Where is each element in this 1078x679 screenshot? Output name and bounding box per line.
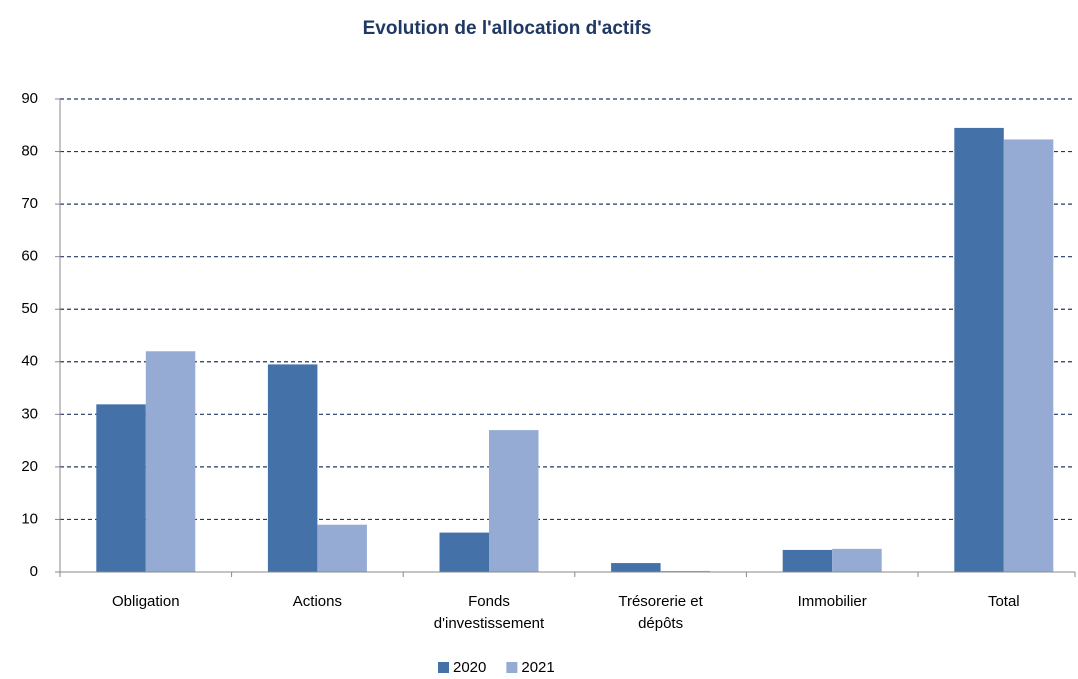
legend-swatch	[438, 662, 449, 673]
x-tick-label: Obligation	[112, 593, 180, 610]
y-tick-label: 70	[21, 195, 38, 212]
bar	[832, 548, 882, 572]
bar	[1003, 139, 1054, 572]
bar	[96, 404, 146, 572]
y-tick-label: 80	[21, 143, 38, 160]
bar	[439, 532, 489, 572]
y-tick-label: 10	[21, 510, 38, 527]
x-tick-label: Total	[987, 593, 1020, 610]
bar	[267, 364, 318, 572]
bar	[660, 570, 711, 572]
bar	[145, 351, 196, 572]
y-tick-label: 40	[21, 353, 38, 370]
bar	[489, 430, 539, 572]
bar	[317, 524, 367, 572]
bar	[954, 127, 1004, 573]
x-tick-label: Immobilier	[797, 593, 867, 610]
y-tick-label: 50	[21, 300, 38, 317]
x-tick-label: Fonds d'investissement	[433, 593, 545, 632]
chart-title: Evolution de l'allocation d'actifs	[363, 18, 652, 39]
legend-label: 2020	[453, 659, 486, 676]
x-tick-label: Trésorerie et dépôts	[618, 593, 703, 632]
x-tick-label: Actions	[292, 593, 342, 610]
y-tick-label: 60	[21, 248, 38, 265]
legend-swatch	[506, 662, 518, 673]
y-tick-label: 20	[21, 458, 38, 475]
bar	[611, 563, 661, 572]
y-tick-label: 90	[21, 90, 38, 107]
y-tick-label: 30	[21, 405, 38, 422]
bar	[782, 549, 833, 572]
y-tick-label: 0	[30, 563, 38, 580]
legend-label: 2021	[521, 659, 554, 676]
